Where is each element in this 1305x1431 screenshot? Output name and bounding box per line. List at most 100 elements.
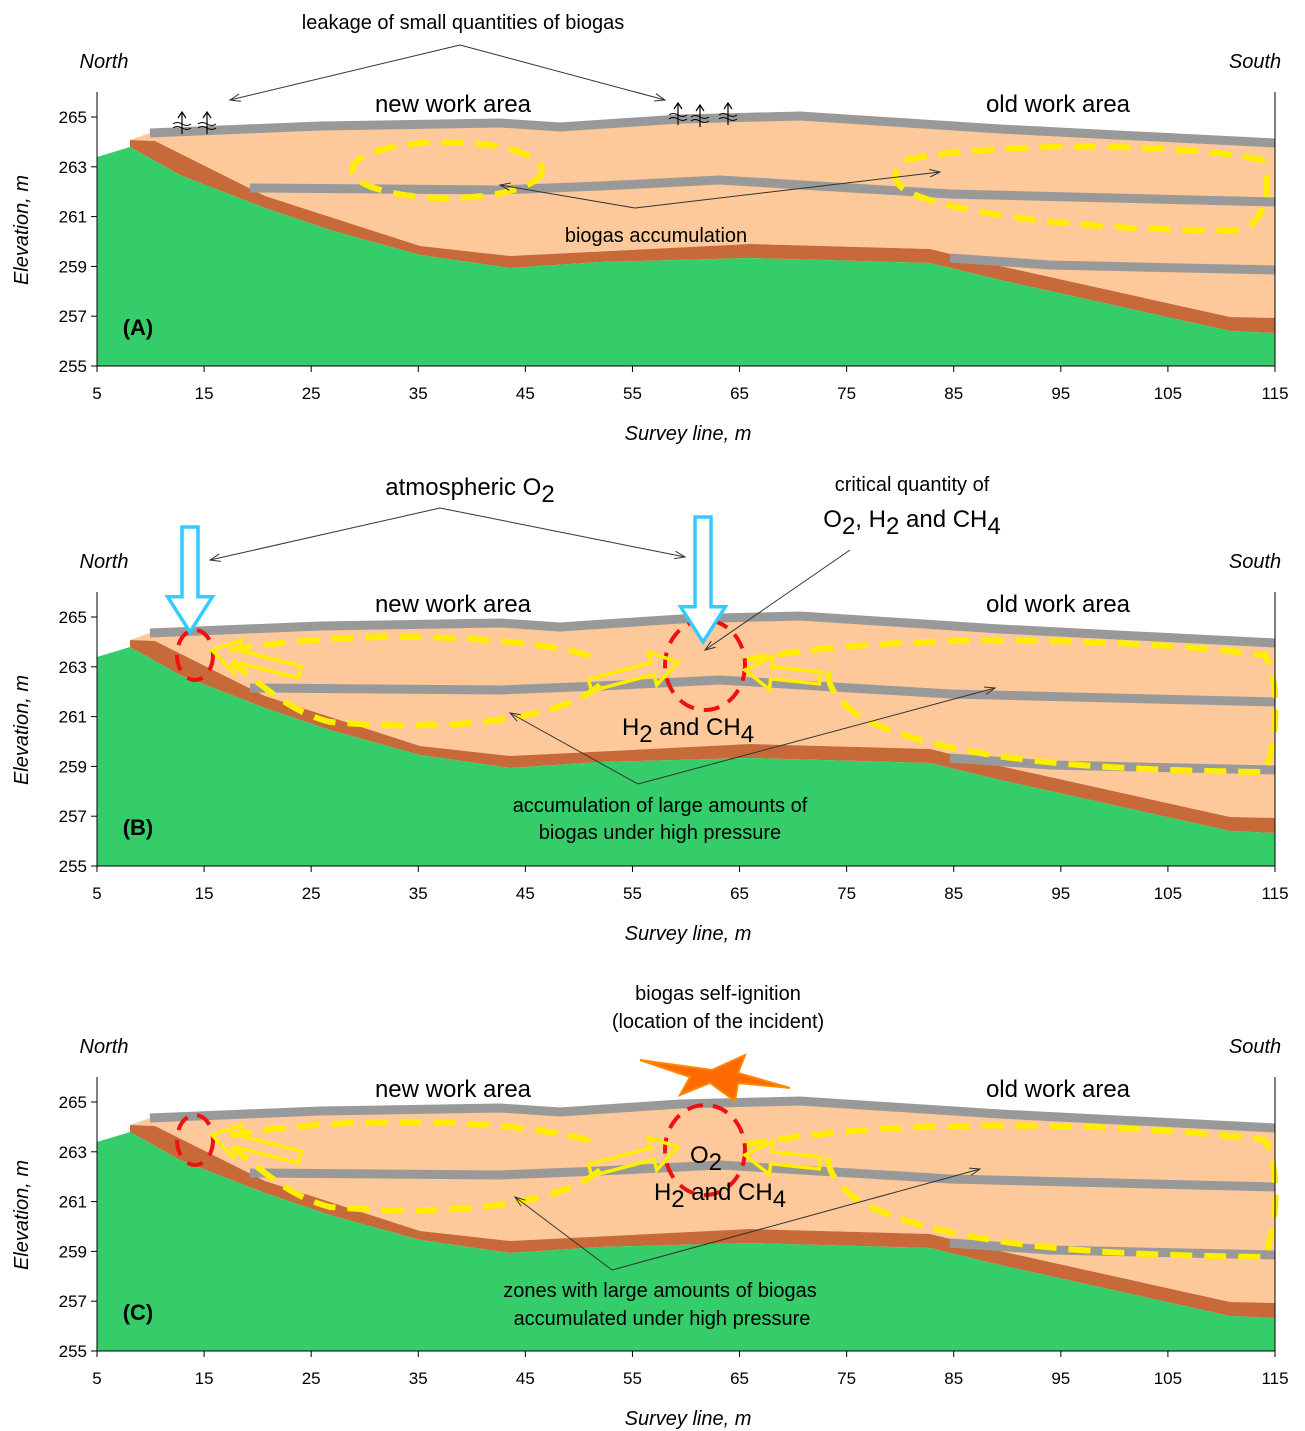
pointer-head [208, 553, 221, 562]
y-tick-label: 261 [59, 1193, 87, 1212]
subscript: 4 [987, 513, 1000, 540]
hollow-arrow [741, 1138, 823, 1178]
x-tick-label: 25 [302, 384, 321, 403]
south-label: South [1229, 1036, 1281, 1058]
leak-head [695, 103, 705, 112]
gas-zone [229, 633, 602, 729]
hollow-arrow [208, 637, 304, 680]
annotation: accumulated under high pressure [514, 1308, 811, 1330]
x-tick-label: 45 [516, 384, 535, 403]
annotation-part: and CH [653, 714, 741, 741]
x-tick-label: 65 [730, 1369, 749, 1388]
clay-liner [130, 140, 1275, 333]
subscript: 2 [842, 513, 855, 540]
pointer-head [968, 1167, 982, 1176]
hollow-arrow [586, 1134, 682, 1178]
y-tick-label: 265 [59, 608, 87, 627]
y-tick-label: 255 [59, 1342, 87, 1361]
x-tick-label: 15 [195, 1369, 214, 1388]
x-tick-label: 25 [302, 1369, 321, 1388]
hollow-arrow [741, 653, 823, 693]
waste-body [130, 616, 1275, 818]
x-tick-label: 115 [1261, 1369, 1288, 1388]
pointer-line [499, 184, 636, 209]
leak-head [673, 101, 683, 110]
pointer-line [634, 171, 941, 209]
x-axis-title: Survey line, m [625, 923, 752, 945]
x-tick-label: 75 [837, 384, 856, 403]
y-tick-label: 261 [59, 708, 87, 727]
annotation: biogas under high pressure [539, 822, 781, 844]
y-tick-label: 261 [59, 208, 87, 227]
y-tick-label: 259 [59, 757, 87, 776]
annotation: accumulation of large amounts of [513, 795, 808, 817]
x-tick-label: 55 [623, 384, 642, 403]
panel: 255 257 259 261 263 265 5 15 25 35 45 55 65 75 85 95 105… [11, 12, 1289, 445]
x-tick-label: 85 [944, 384, 963, 403]
annotation: critical quantity of [835, 474, 990, 496]
hollow-arrow [208, 1122, 304, 1165]
x-axis-title: Survey line, m [625, 423, 752, 445]
area-label: old work area [986, 91, 1131, 118]
subscript: 2 [671, 1186, 684, 1213]
x-tick-label: 75 [837, 1369, 856, 1388]
x-tick-label: 95 [1051, 884, 1070, 903]
pointer-line [509, 712, 639, 785]
annotation: O2, H2 and CH4 [823, 506, 1000, 540]
x-tick-label: 95 [1051, 384, 1070, 403]
pointer-head [983, 686, 997, 695]
y-tick-label: 265 [59, 108, 87, 127]
annotation-part: accumulation of large amounts of [513, 795, 808, 817]
panel: 255 257 259 261 263 265 5 15 25 35 45 55 65 75 85 95 105… [11, 474, 1289, 945]
leak-head [202, 110, 212, 119]
annotation: H2 and CH4 [622, 714, 754, 748]
panel-label: (A) [123, 315, 154, 340]
leak-wave [172, 122, 192, 130]
leak-wave [718, 113, 738, 121]
pointer-line [704, 549, 851, 651]
leak-wave [690, 115, 710, 123]
area-label: new work area [375, 91, 532, 118]
north-label: North [80, 1036, 129, 1058]
x-tick-label: 115 [1261, 884, 1288, 903]
pointer-line [439, 507, 686, 558]
leak-head [177, 110, 187, 119]
annotation: (location of the incident) [612, 1011, 824, 1033]
panel: 255 257 259 261 263 265 5 15 25 35 45 55 65 75 85 95 105… [11, 983, 1289, 1430]
x-tick-label: 95 [1051, 1369, 1070, 1388]
subscript: 2 [541, 481, 554, 508]
pointer-head [513, 1196, 526, 1207]
x-tick-label: 5 [92, 384, 101, 403]
natural-ground [97, 647, 1275, 866]
pointer-line [611, 1168, 981, 1271]
x-tick-label: 115 [1261, 384, 1288, 403]
pointer-line [637, 687, 996, 785]
y-axis-title: Elevation, m [11, 175, 33, 285]
north-label: North [80, 551, 129, 573]
south-label: South [1229, 551, 1281, 573]
area-label: new work area [375, 591, 532, 618]
annotation-part: biogas self-ignition [635, 983, 801, 1005]
area-label: new work area [375, 1076, 532, 1103]
lower-layer [949, 253, 1276, 275]
x-tick-label: 35 [409, 1369, 428, 1388]
x-tick-label: 85 [944, 884, 963, 903]
annotation: biogas self-ignition [635, 983, 801, 1005]
cover-layer [149, 1096, 1276, 1133]
gas-zone [744, 637, 1279, 776]
x-tick-label: 105 [1154, 384, 1182, 403]
explosion [639, 1053, 791, 1103]
x-tick-label: 65 [730, 384, 749, 403]
gas-zone [229, 1118, 602, 1214]
leak-wave [197, 122, 217, 130]
y-tick-label: 259 [59, 257, 87, 276]
cover-layer [149, 611, 1276, 648]
annotation: leakage of small quantities of biogas [302, 12, 624, 34]
pointer-head [653, 93, 667, 102]
clay-liner [130, 640, 1275, 833]
panel-label: (B) [123, 815, 154, 840]
area-label: old work area [986, 591, 1131, 618]
annotation-part: biogas accumulation [565, 225, 747, 247]
annotation-part: atmospheric O [385, 474, 541, 501]
